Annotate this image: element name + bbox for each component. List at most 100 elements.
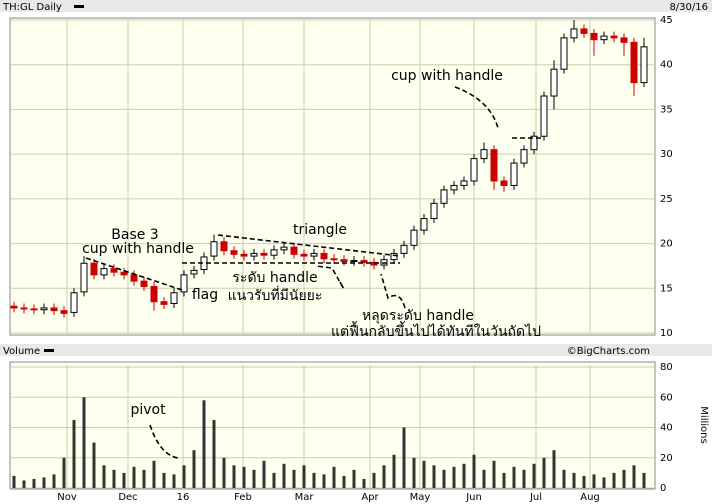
volume-bar	[462, 463, 466, 488]
volume-bar	[172, 474, 176, 488]
volume-bar	[612, 472, 616, 488]
candle-body	[90, 262, 98, 276]
y-tick-label: 0	[660, 483, 666, 494]
volume-bar	[512, 466, 516, 488]
volume-bar	[422, 460, 426, 488]
volume-bar	[552, 450, 556, 488]
candle-body	[350, 260, 358, 263]
candle-body	[630, 41, 638, 84]
volume-bar	[472, 454, 476, 488]
volume-bar	[62, 457, 66, 488]
volume-bar	[502, 472, 506, 488]
annotation: flag	[192, 287, 218, 303]
volume-bar	[532, 463, 536, 488]
volume-bar	[142, 469, 146, 488]
volume-header	[0, 344, 712, 356]
volume-bar	[32, 478, 36, 488]
y-tick-label: 35	[660, 104, 673, 115]
candle-body	[150, 285, 158, 303]
volume-bar	[222, 457, 226, 488]
volume-bar	[42, 477, 46, 488]
candle-body	[190, 269, 198, 275]
candle-body	[410, 229, 418, 246]
y-tick-label: 25	[660, 194, 673, 205]
annotation: triangle	[293, 222, 347, 238]
volume-bar	[242, 466, 246, 488]
candle-body	[580, 28, 588, 34]
candle-body	[240, 253, 248, 257]
annotation: Base 3	[111, 227, 158, 243]
candle-body	[440, 189, 448, 204]
candle-body	[130, 274, 138, 282]
candle-body	[570, 28, 578, 39]
candle-body	[510, 162, 518, 186]
volume-bar	[492, 460, 496, 488]
credit: ©BigCharts.com	[567, 346, 650, 357]
header-icon	[44, 349, 54, 352]
candle-body	[560, 37, 568, 70]
volume-bar	[132, 466, 136, 488]
y-axis-label: Millions	[698, 406, 709, 443]
candle-body	[20, 307, 28, 310]
candle-body	[520, 149, 528, 164]
candle-body	[60, 310, 68, 314]
candle-body	[320, 252, 328, 260]
volume-bar	[262, 460, 266, 488]
candle-body	[180, 274, 188, 293]
candle-body	[490, 149, 498, 182]
volume-bar	[292, 469, 296, 488]
arrow	[380, 273, 406, 309]
candle-body	[590, 32, 598, 41]
annotation: cup with handle	[391, 68, 503, 84]
volume-bar	[202, 400, 206, 488]
annotation: แนวรับที่มีนัยยะ	[228, 286, 323, 304]
y-tick-label: 10	[660, 328, 673, 339]
candle-body	[310, 252, 318, 257]
y-tick-label: 40	[660, 60, 673, 71]
candle-body	[390, 252, 398, 261]
candle-body	[430, 202, 438, 220]
trend-line	[85, 257, 183, 291]
volume-bar	[482, 469, 486, 488]
volume-bar	[582, 475, 586, 488]
volume-bar	[402, 427, 406, 488]
candle-body	[30, 308, 38, 311]
candle-body	[50, 307, 58, 312]
volume-bar	[522, 469, 526, 488]
candle-body	[100, 268, 108, 276]
y-tick-label: 20	[660, 239, 673, 250]
candle-body	[260, 252, 268, 256]
candle-body	[70, 292, 78, 313]
annotation: pivot	[130, 402, 166, 418]
candle-body	[280, 246, 288, 251]
volume-bar	[52, 474, 56, 488]
arrow	[315, 265, 345, 290]
volume-bar	[632, 465, 636, 488]
volume-bar	[312, 472, 316, 488]
x-tick-label: Feb	[234, 492, 252, 503]
candle-body	[160, 301, 168, 305]
price-panel	[9, 17, 656, 336]
candle-body	[170, 292, 178, 304]
annotations: Base 3 cup with handle flag triangle ระด…	[82, 68, 542, 459]
volume-bar	[562, 469, 566, 488]
candle-body	[420, 218, 428, 231]
x-tick-label: May	[410, 492, 431, 503]
volume-bar	[322, 474, 326, 488]
x-tick-label: Mar	[295, 492, 315, 503]
candle-body	[600, 35, 608, 41]
volume-bar	[432, 465, 436, 488]
x-tick-label: Nov	[57, 492, 77, 503]
candle-body	[530, 135, 538, 151]
volume-bar	[182, 465, 186, 488]
candle-body	[460, 180, 468, 186]
volume-bar	[452, 466, 456, 488]
volume-bar	[542, 457, 546, 488]
volume-bar	[302, 465, 306, 488]
volume-bar	[232, 465, 236, 488]
candle-body	[220, 241, 228, 252]
candle-body	[330, 258, 338, 261]
header-bar	[0, 0, 712, 12]
x-tick-label: Aug	[580, 492, 600, 503]
